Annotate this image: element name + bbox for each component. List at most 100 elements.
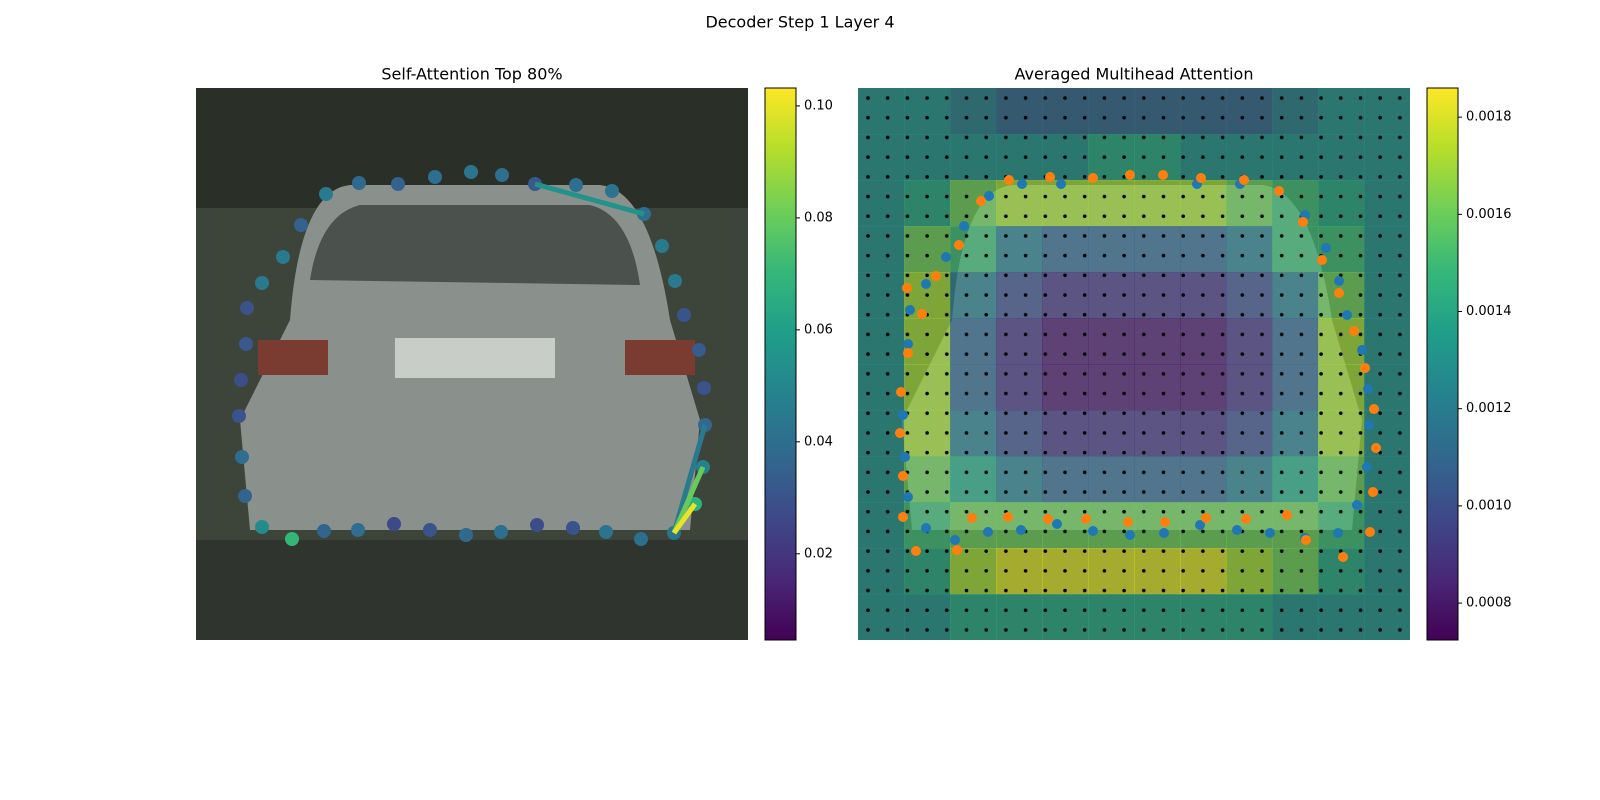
attention-point bbox=[255, 276, 269, 290]
colorbar-tick-label: 0.0012 bbox=[1466, 401, 1512, 416]
attention-point bbox=[387, 517, 401, 531]
reference-point bbox=[1081, 514, 1091, 524]
reference-point bbox=[1239, 175, 1249, 185]
reference-point bbox=[984, 191, 994, 201]
reference-point bbox=[1004, 175, 1014, 185]
reference-point bbox=[921, 279, 931, 289]
reference-point bbox=[976, 196, 986, 206]
reference-point bbox=[1349, 326, 1359, 336]
reference-point bbox=[1052, 519, 1062, 529]
reference-point bbox=[1232, 525, 1242, 535]
reference-point bbox=[1088, 173, 1098, 183]
reference-point bbox=[1160, 517, 1170, 527]
reference-point bbox=[1334, 288, 1344, 298]
reference-point bbox=[1364, 420, 1374, 430]
reference-point bbox=[1017, 179, 1027, 189]
attention-edge bbox=[671, 424, 708, 534]
reference-point bbox=[1125, 530, 1135, 540]
attention-point bbox=[235, 450, 249, 464]
reference-point bbox=[1368, 487, 1378, 497]
reference-point bbox=[1016, 525, 1026, 535]
attention-point bbox=[317, 524, 331, 538]
attention-edge bbox=[534, 181, 645, 217]
attention-point bbox=[677, 308, 691, 322]
reference-point bbox=[1088, 526, 1098, 536]
attention-point bbox=[599, 525, 613, 539]
attention-point bbox=[530, 518, 544, 532]
reference-point bbox=[903, 348, 913, 358]
reference-point bbox=[1158, 170, 1168, 180]
colorbar-tick-label: 0.08 bbox=[804, 210, 833, 225]
panel-title: Averaged Multihead Attention bbox=[1015, 65, 1254, 84]
attention-point bbox=[285, 532, 299, 546]
attention-edge bbox=[671, 502, 698, 535]
reference-point bbox=[1333, 528, 1343, 538]
reference-point bbox=[1298, 217, 1308, 227]
reference-point bbox=[967, 513, 977, 523]
reference-point bbox=[1338, 552, 1348, 562]
attention-point bbox=[566, 521, 580, 535]
reference-point bbox=[1003, 512, 1013, 522]
attention-point bbox=[352, 176, 366, 190]
reference-point bbox=[1360, 363, 1370, 373]
panel-title: Self-Attention Top 80% bbox=[381, 65, 562, 84]
reference-point bbox=[905, 305, 915, 315]
colorbar bbox=[1426, 87, 1459, 641]
reference-point bbox=[931, 271, 941, 281]
attention-edge bbox=[671, 465, 706, 535]
sample-grid bbox=[858, 88, 1410, 640]
reference-point bbox=[1317, 255, 1327, 265]
attention-point bbox=[255, 520, 269, 534]
attention-point bbox=[391, 177, 405, 191]
attention-point bbox=[423, 523, 437, 537]
attention-point bbox=[351, 523, 365, 537]
reference-point bbox=[911, 546, 921, 556]
attention-point bbox=[634, 532, 648, 546]
reference-point bbox=[1334, 276, 1344, 286]
reference-point bbox=[898, 410, 908, 420]
reference-point bbox=[1363, 384, 1373, 394]
reference-point bbox=[1301, 535, 1311, 545]
colorbar-tick-label: 0.02 bbox=[804, 546, 833, 561]
attention-point bbox=[459, 528, 473, 542]
attention-point bbox=[239, 337, 253, 351]
colorbar-tick-label: 0.0008 bbox=[1466, 596, 1512, 611]
reference-point bbox=[917, 309, 927, 319]
reference-point bbox=[1362, 462, 1372, 472]
reference-point bbox=[895, 428, 905, 438]
attention-point bbox=[697, 381, 711, 395]
attention-point bbox=[276, 250, 290, 264]
reference-point bbox=[903, 339, 913, 349]
reference-point bbox=[1274, 186, 1284, 196]
reference-point bbox=[1195, 520, 1205, 530]
colorbar-tick-label: 0.0014 bbox=[1466, 304, 1512, 319]
attention-point bbox=[294, 218, 308, 232]
reference-point bbox=[983, 527, 993, 537]
reference-point bbox=[1196, 173, 1206, 183]
attention-point bbox=[234, 373, 248, 387]
attention-point bbox=[428, 170, 442, 184]
reference-point bbox=[1371, 443, 1381, 453]
attention-point bbox=[569, 178, 583, 192]
reference-point bbox=[1123, 517, 1133, 527]
reference-point bbox=[1125, 170, 1135, 180]
reference-point bbox=[1201, 513, 1211, 523]
attention-point bbox=[494, 525, 508, 539]
photo bbox=[196, 88, 748, 640]
colorbar-tick-label: 0.06 bbox=[804, 322, 833, 337]
attention-point bbox=[232, 409, 246, 423]
colorbar-tick-label: 0.04 bbox=[804, 434, 833, 449]
attention-point bbox=[605, 184, 619, 198]
attention-point bbox=[464, 165, 478, 179]
reference-point bbox=[941, 252, 951, 262]
attention-point bbox=[668, 274, 682, 288]
reference-point bbox=[1352, 500, 1362, 510]
reference-point bbox=[1043, 514, 1053, 524]
reference-point bbox=[1369, 404, 1379, 414]
reference-point bbox=[903, 492, 913, 502]
attention-point bbox=[655, 239, 669, 253]
reference-point bbox=[898, 512, 908, 522]
attention-point bbox=[238, 489, 252, 503]
